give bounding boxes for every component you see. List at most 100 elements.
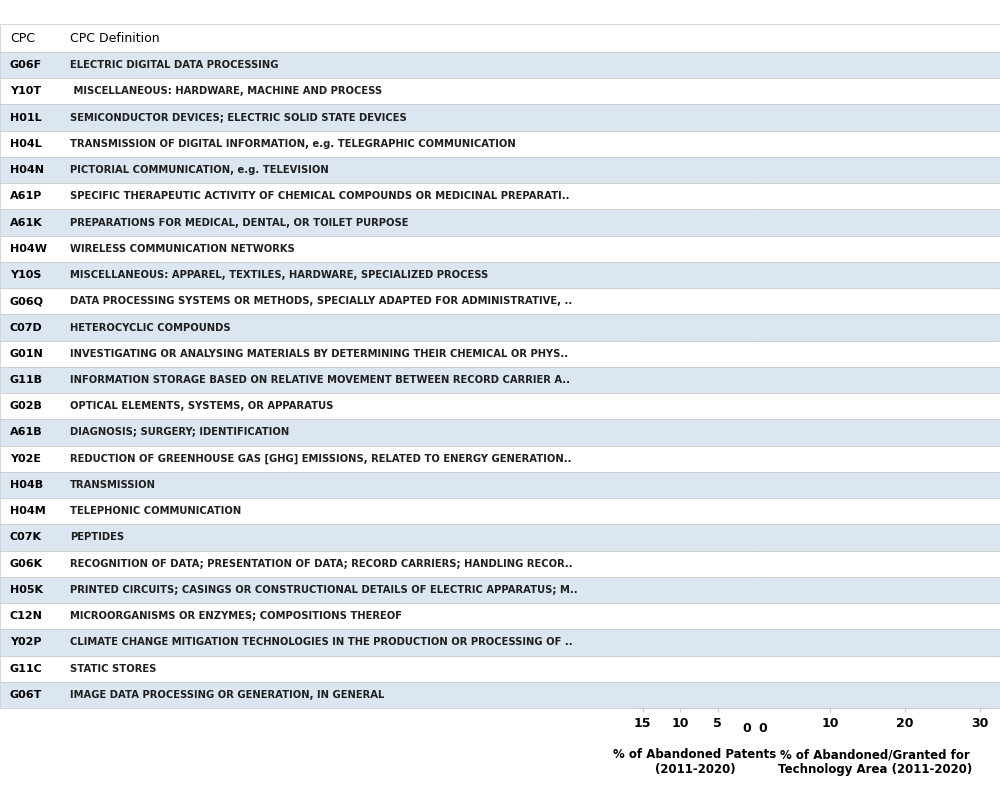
Bar: [738, 450, 755, 468]
Text: G01N: G01N: [10, 349, 44, 358]
Text: IMAGE DATA PROCESSING OR GENERATION, IN GENERAL: IMAGE DATA PROCESSING OR GENERATION, IN …: [70, 690, 384, 700]
Text: 8.68: 8.68: [821, 139, 847, 149]
Text: PREPARATIONS FOR MEDICAL, DENTAL, OR TOILET PURPOSE: PREPARATIONS FOR MEDICAL, DENTAL, OR TOI…: [70, 218, 409, 227]
Text: 2.51: 2.51: [709, 402, 735, 411]
Text: H04W: H04W: [10, 244, 47, 254]
Text: TRANSMISSION: TRANSMISSION: [70, 480, 156, 490]
Bar: [755, 56, 831, 74]
Text: 7.37: 7.37: [673, 139, 699, 149]
Text: STATIC STORES: STATIC STORES: [70, 664, 156, 674]
Text: 13.55: 13.55: [858, 454, 891, 464]
Text: 11.09: 11.09: [839, 165, 872, 175]
Text: TELEPHONIC COMMUNICATION: TELEPHONIC COMMUNICATION: [70, 506, 241, 516]
Text: CPC: CPC: [10, 31, 35, 45]
Text: 1.75: 1.75: [715, 558, 741, 569]
Bar: [744, 686, 755, 704]
Text: 1.82: 1.82: [714, 533, 740, 542]
Text: INVESTIGATING OR ANALYSING MATERIALS BY DETERMINING THEIR CHEMICAL OR PHYS..: INVESTIGATING OR ANALYSING MATERIALS BY …: [70, 349, 568, 358]
Text: 10.09: 10.09: [832, 402, 865, 411]
Text: Y10T: Y10T: [10, 86, 41, 96]
Bar: [741, 528, 755, 546]
Text: 2.30: 2.30: [711, 454, 737, 464]
Text: G06K: G06K: [10, 558, 43, 569]
Text: REDUCTION OF GREENHOUSE GAS [GHG] EMISSIONS, RELATED TO ENERGY GENERATION..: REDUCTION OF GREENHOUSE GAS [GHG] EMISSI…: [70, 454, 572, 464]
Text: % of Abandoned/Granted for
Technology Area (2011-2020): % of Abandoned/Granted for Technology Ar…: [778, 748, 972, 776]
Bar: [735, 371, 755, 389]
Text: MISCELLANEOUS: APPAREL, TEXTILES, HARDWARE, SPECIALIZED PROCESS: MISCELLANEOUS: APPAREL, TEXTILES, HARDWA…: [70, 270, 488, 280]
Text: A61B: A61B: [10, 427, 43, 438]
Text: 24.50: 24.50: [940, 270, 973, 280]
Bar: [698, 109, 755, 126]
Text: 3.32: 3.32: [703, 270, 729, 280]
Bar: [755, 554, 815, 573]
Text: 10.43: 10.43: [834, 349, 867, 358]
Text: G06T: G06T: [10, 690, 42, 700]
Bar: [735, 345, 755, 363]
Bar: [755, 502, 843, 520]
Text: 3.16: 3.16: [704, 296, 730, 306]
Bar: [755, 345, 833, 363]
Text: DATA PROCESSING SYSTEMS OR METHODS, SPECIALLY ADAPTED FOR ADMINISTRATIVE, ..: DATA PROCESSING SYSTEMS OR METHODS, SPEC…: [70, 296, 572, 306]
Text: Y10S: Y10S: [10, 270, 41, 280]
Text: 3.92: 3.92: [699, 218, 724, 227]
Text: 0: 0: [742, 722, 751, 735]
Text: 1.90: 1.90: [714, 506, 740, 516]
Bar: [742, 607, 755, 626]
Text: 8.51: 8.51: [664, 86, 690, 96]
Text: 9.52: 9.52: [828, 296, 853, 306]
Text: 12.70: 12.70: [626, 60, 659, 70]
Text: H04L: H04L: [10, 139, 42, 149]
Text: 6.85: 6.85: [808, 427, 833, 438]
Bar: [755, 423, 806, 442]
Bar: [742, 581, 755, 599]
Text: PEPTIDES: PEPTIDES: [70, 533, 124, 542]
Text: H04M: H04M: [10, 506, 46, 516]
Text: CLIMATE CHANGE MITIGATION TECHNOLOGIES IN THE PRODUCTION OR PROCESSING OF ..: CLIMATE CHANGE MITIGATION TECHNOLOGIES I…: [70, 638, 573, 647]
Bar: [715, 161, 755, 179]
Bar: [700, 134, 755, 153]
Text: G02B: G02B: [10, 402, 43, 411]
Text: C12N: C12N: [10, 611, 43, 621]
Bar: [755, 686, 803, 704]
Bar: [755, 161, 838, 179]
Bar: [755, 371, 968, 389]
Text: 1.46: 1.46: [717, 664, 743, 674]
Text: 28.39: 28.39: [969, 375, 1000, 385]
Bar: [731, 292, 755, 310]
Text: 1.55: 1.55: [716, 638, 742, 647]
Text: 7.66: 7.66: [671, 113, 696, 122]
Text: SEMICONDUCTOR DEVICES; ELECTRIC SOLID STATE DEVICES: SEMICONDUCTOR DEVICES; ELECTRIC SOLID ST…: [70, 113, 407, 122]
Text: H05K: H05K: [10, 585, 43, 595]
Text: 13.54: 13.54: [858, 638, 891, 647]
Text: 6.37: 6.37: [804, 690, 830, 700]
Text: PRINTED CIRCUITS; CASINGS OR CONSTRUCTIONAL DETAILS OF ELECTRIC APPARATUS; M..: PRINTED CIRCUITS; CASINGS OR CONSTRUCTIO…: [70, 585, 578, 595]
Text: TRANSMISSION OF DIGITAL INFORMATION, e.g. TELEGRAPHIC COMMUNICATION: TRANSMISSION OF DIGITAL INFORMATION, e.g…: [70, 139, 516, 149]
Text: G11B: G11B: [10, 375, 43, 385]
Bar: [743, 634, 755, 651]
Text: 0: 0: [759, 722, 768, 735]
Text: 2.77: 2.77: [707, 322, 733, 333]
Text: H04N: H04N: [10, 165, 44, 175]
Bar: [755, 214, 839, 232]
Text: 1.68: 1.68: [716, 611, 741, 621]
Text: A61P: A61P: [10, 191, 42, 202]
Bar: [741, 502, 755, 520]
Bar: [755, 634, 857, 651]
Bar: [660, 56, 755, 74]
Text: H01L: H01L: [10, 113, 42, 122]
Text: G06F: G06F: [10, 60, 42, 70]
Text: 2.72: 2.72: [708, 349, 733, 358]
Text: 7.97: 7.97: [816, 558, 842, 569]
Text: G11C: G11C: [10, 664, 43, 674]
Text: 10.78: 10.78: [837, 113, 870, 122]
Bar: [744, 659, 755, 678]
Text: RECOGNITION OF DATA; PRESENTATION OF DATA; RECORD CARRIERS; HANDLING RECOR..: RECOGNITION OF DATA; PRESENTATION OF DAT…: [70, 558, 573, 569]
Text: % of Abandoned Patents
(2011-2020): % of Abandoned Patents (2011-2020): [613, 748, 777, 776]
Bar: [755, 292, 826, 310]
Text: CPC Definition: CPC Definition: [70, 31, 160, 45]
Text: A61K: A61K: [10, 218, 43, 227]
Text: 11.84: 11.84: [845, 611, 878, 621]
Bar: [755, 318, 892, 337]
Bar: [740, 476, 755, 494]
Text: ELECTRIC DIGITAL DATA PROCESSING: ELECTRIC DIGITAL DATA PROCESSING: [70, 60, 278, 70]
